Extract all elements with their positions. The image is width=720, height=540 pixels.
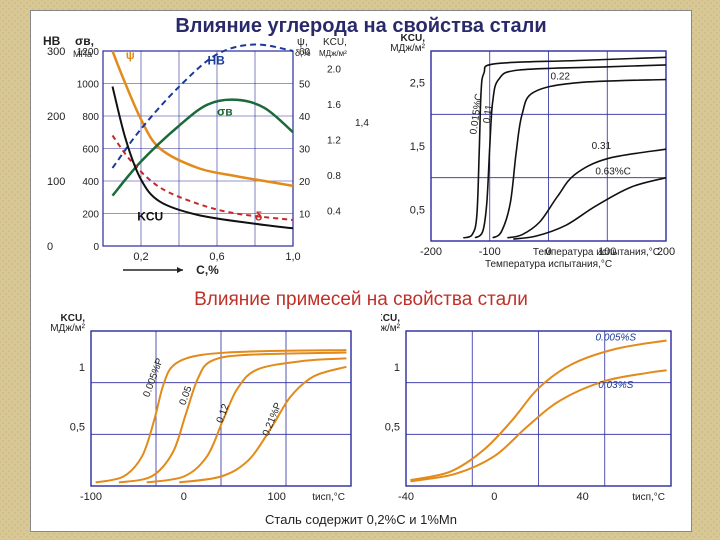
svg-text:200: 200 — [82, 210, 99, 221]
chart-kcu-temperature-carbon: 0.015%C0.110.220.310.63%C-200-1000100200… — [391, 11, 691, 281]
svg-text:0.03%S: 0.03%S — [598, 380, 633, 391]
svg-text:HB: HB — [208, 54, 226, 68]
svg-text:400: 400 — [82, 177, 99, 188]
svg-text:200: 200 — [47, 111, 65, 123]
svg-text:МДж/м²: МДж/м² — [381, 323, 401, 334]
svg-text:1,5: 1,5 — [410, 141, 425, 153]
svg-text:800: 800 — [82, 112, 99, 123]
svg-text:100: 100 — [268, 491, 286, 503]
svg-text:2,5: 2,5 — [410, 78, 425, 90]
svg-text:Температура испытания,°С: Температура испытания,°С — [533, 247, 660, 258]
svg-text:-100: -100 — [80, 491, 102, 503]
svg-text:0: 0 — [491, 491, 497, 503]
svg-text:δ: δ — [255, 210, 262, 224]
svg-text:KCU,: KCU, — [323, 37, 347, 48]
svg-text:МДж/м²: МДж/м² — [391, 43, 426, 54]
svg-text:0.21%P: 0.21%P — [261, 401, 284, 438]
svg-text:100: 100 — [47, 176, 65, 188]
svg-text:C,%: C,% — [196, 263, 219, 277]
title-impurities: Влияние примесей на свойства стали — [31, 289, 691, 311]
svg-text:2.0: 2.0 — [327, 65, 341, 76]
svg-text:0,5: 0,5 — [70, 421, 85, 433]
svg-text:1,0: 1,0 — [285, 251, 300, 263]
svg-text:HB: HB — [43, 34, 61, 48]
svg-text:ψ: ψ — [126, 48, 135, 62]
svg-text:40: 40 — [577, 491, 589, 503]
svg-text:20: 20 — [299, 177, 311, 188]
chart-carbon-properties: ψHBσвδKCU0100200300HB0200400600800100012… — [31, 11, 391, 281]
svg-text:0,5: 0,5 — [410, 204, 425, 216]
svg-text:1,4: 1,4 — [355, 118, 369, 129]
svg-text:0,6: 0,6 — [209, 251, 224, 263]
svg-text:0: 0 — [93, 242, 99, 253]
svg-text:МПа: МПа — [73, 49, 92, 59]
svg-text:0.22: 0.22 — [551, 72, 571, 83]
svg-text:σв,: σв, — [75, 34, 94, 48]
svg-text:tисп,°С: tисп,°С — [632, 492, 665, 503]
svg-text:0: 0 — [47, 241, 53, 253]
svg-text:0.8: 0.8 — [327, 171, 341, 182]
svg-text:0.31: 0.31 — [592, 141, 612, 152]
svg-text:1000: 1000 — [77, 80, 100, 91]
svg-text:600: 600 — [82, 145, 99, 156]
svg-text:30: 30 — [299, 145, 311, 156]
svg-text:σв: σв — [217, 104, 233, 118]
svg-text:ψ,: ψ, — [297, 36, 308, 48]
svg-text:10: 10 — [299, 210, 311, 221]
svg-text:0.12: 0.12 — [215, 402, 232, 424]
svg-text:1: 1 — [79, 362, 85, 374]
figure-panel: Влияние углерода на свойства стали Влиян… — [30, 10, 692, 532]
svg-text:0.005%S: 0.005%S — [595, 333, 636, 344]
svg-text:0.005%P: 0.005%P — [142, 357, 166, 399]
svg-text:Температура испытания,°С: Температура испытания,°С — [485, 259, 612, 270]
svg-text:-40: -40 — [398, 491, 414, 503]
svg-text:1.6: 1.6 — [327, 100, 341, 111]
svg-text:40: 40 — [299, 112, 311, 123]
chart-kcu-sulfur: 0.005%S0.03%S-40040tисп,°С0,51KCU,МДж/м² — [381, 311, 691, 521]
svg-text:1.2: 1.2 — [327, 136, 341, 147]
svg-text:МДж/м²: МДж/м² — [50, 323, 85, 334]
chart-kcu-phosphorus: 0.005%P0.050.120.21%P-1000100tисп,°С0,51… — [31, 311, 381, 521]
svg-text:0: 0 — [181, 491, 187, 503]
svg-text:-200: -200 — [420, 246, 442, 258]
svg-text:-100: -100 — [479, 246, 501, 258]
svg-text:0.11: 0.11 — [482, 104, 496, 125]
svg-text:1: 1 — [394, 362, 400, 374]
svg-text:МДж/м²: МДж/м² — [319, 49, 347, 58]
svg-text:0,2: 0,2 — [133, 251, 148, 263]
svg-text:0.4: 0.4 — [327, 207, 341, 218]
svg-text:tисп,°С: tисп,°С — [312, 492, 345, 503]
svg-text:δ,%: δ,% — [295, 48, 311, 58]
svg-text:50: 50 — [299, 80, 311, 91]
svg-text:KCU: KCU — [137, 210, 163, 224]
svg-text:0,5: 0,5 — [385, 421, 400, 433]
svg-text:0.63%C: 0.63%C — [595, 167, 631, 178]
